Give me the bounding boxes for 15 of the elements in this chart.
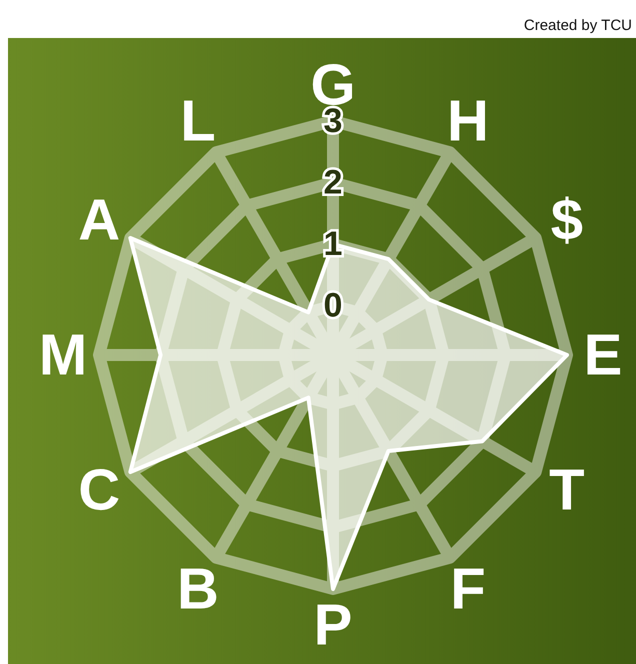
y-tick-label: 0 <box>324 286 342 325</box>
spoke-label: P <box>314 592 352 658</box>
spoke-label: E <box>584 322 622 388</box>
spoke-label: A <box>78 188 120 252</box>
y-tick-label: 1 <box>324 225 342 264</box>
spoke-label: L <box>180 88 216 154</box>
text: Created by TCU <box>524 17 632 34</box>
spoke-label: C <box>78 458 120 522</box>
spoke-label: F <box>450 556 486 622</box>
spoke-label: M <box>38 322 88 388</box>
spoke-label: T <box>549 458 585 522</box>
spoke-label: H <box>447 88 489 154</box>
spoke-label: B <box>177 556 219 622</box>
y-tick-label: 2 <box>324 164 342 202</box>
spoke-label: $ <box>550 188 583 252</box>
